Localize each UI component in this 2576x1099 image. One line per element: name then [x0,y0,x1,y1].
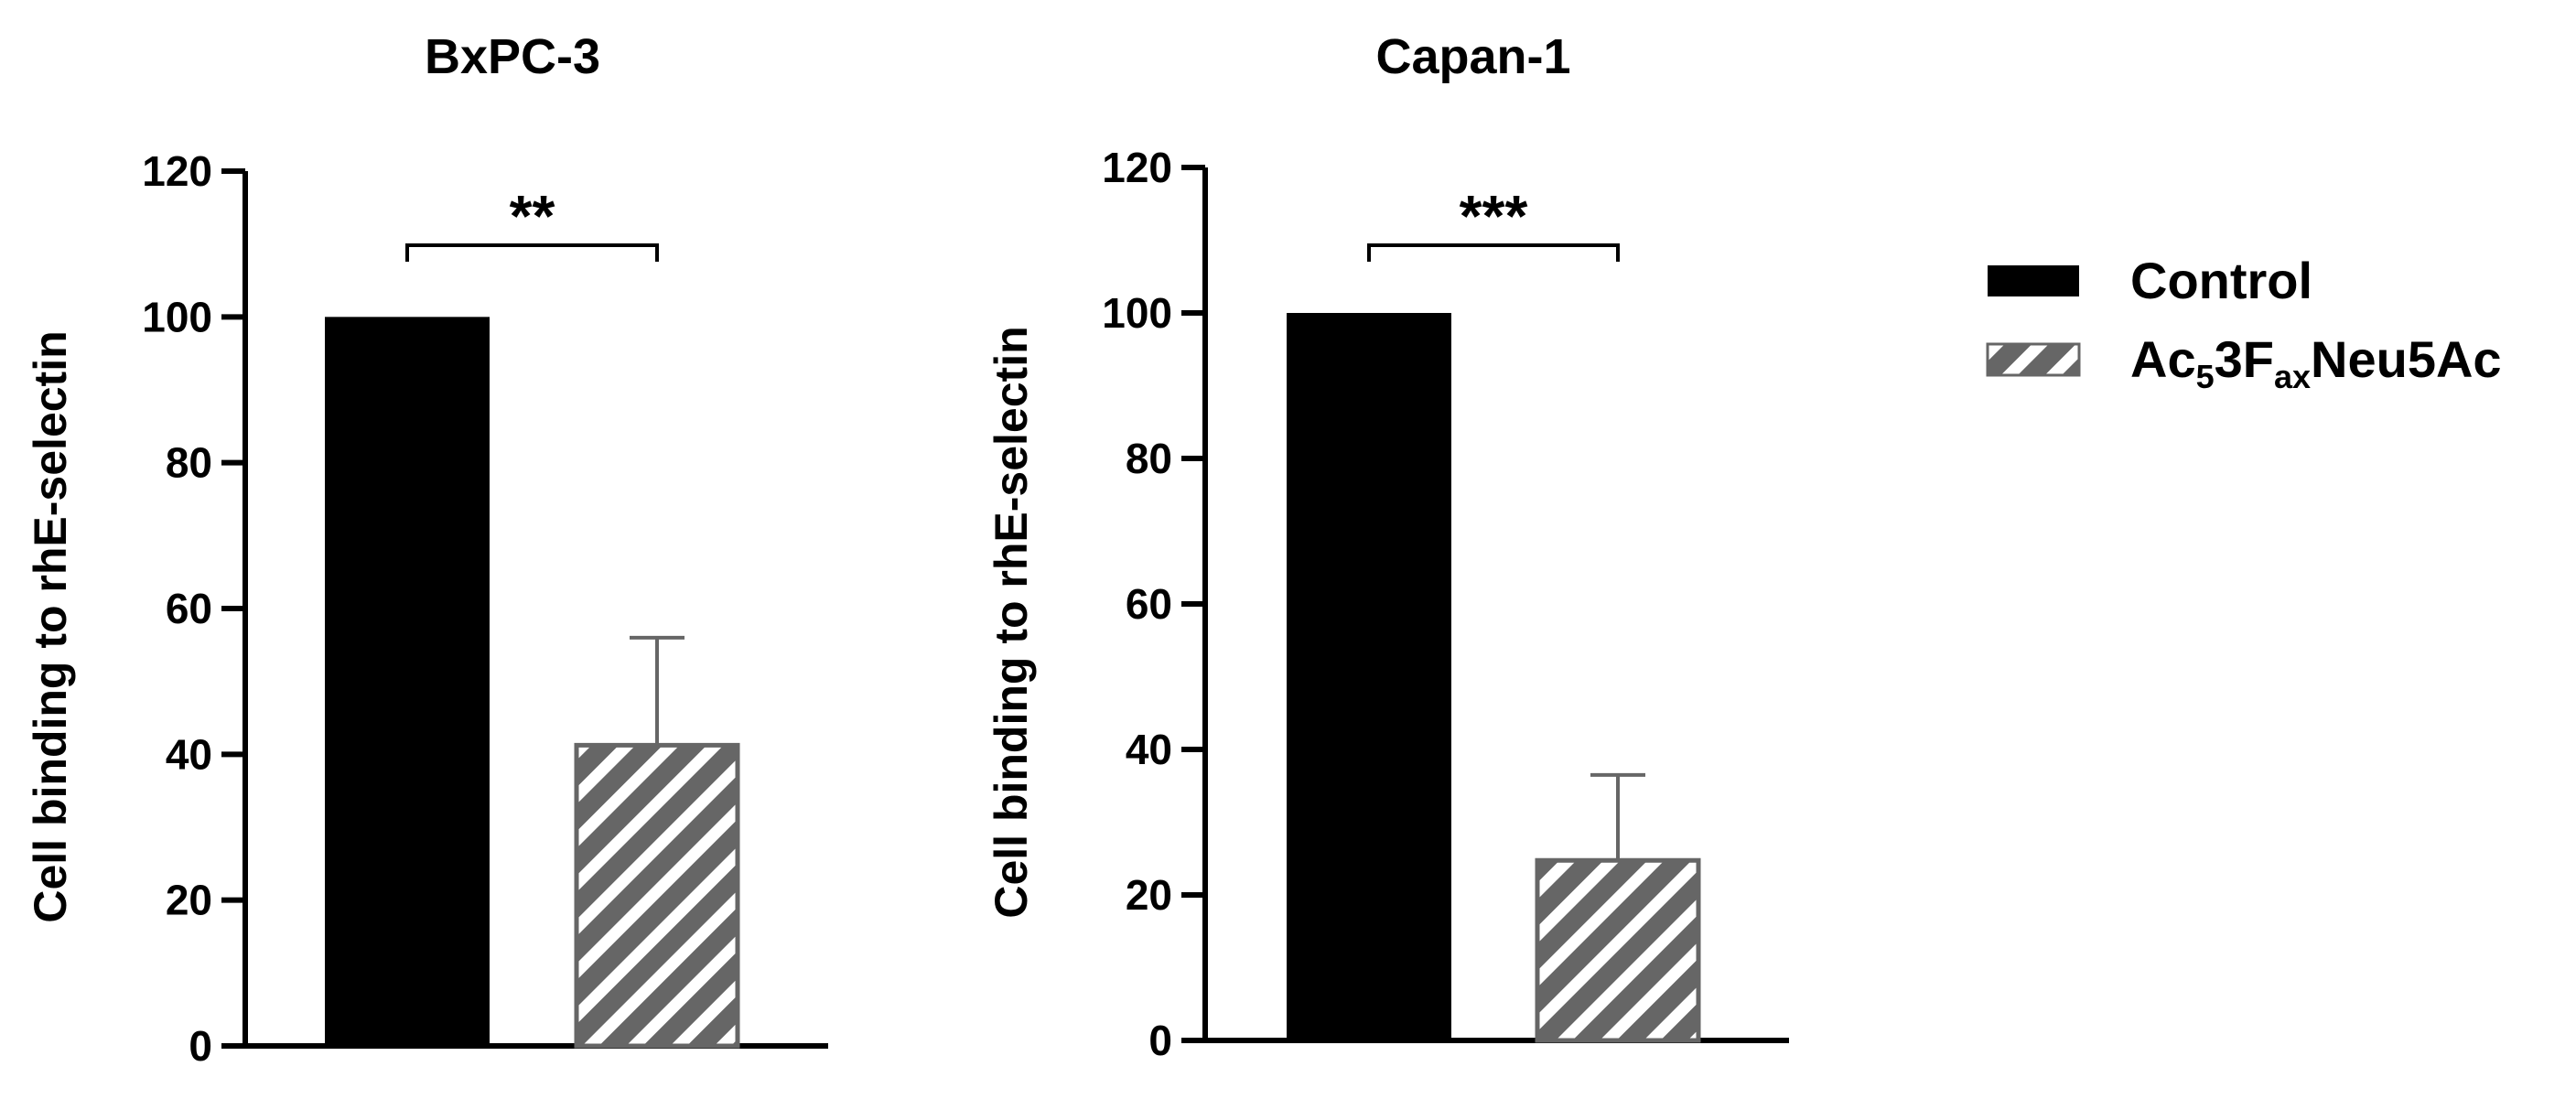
chart-title: Capan-1 [1375,29,1570,84]
y-axis-label: Cell binding to rhE-selectin [25,330,76,922]
legend-label-treated-part-1: Ac [2130,330,2196,388]
legend-label-treated-sub-1: 5 [2196,358,2215,395]
significance-label: ** [510,183,555,249]
y-tick-label: 40 [166,730,212,778]
legend-label-treated-part-3: Neu5Ac [2311,330,2502,388]
legend-swatch-control [1988,265,2079,296]
y-tick-label: 60 [1126,580,1172,628]
y-tick-label: 100 [1102,289,1172,337]
y-tick-label: 60 [166,585,212,632]
y-tick-label: 100 [142,293,212,340]
chart-panel-bxpc3: BxPC-3 Cell binding to rhE-selectin 0 20 40 6… [25,29,828,1070]
y-tick-label: 0 [189,1022,212,1070]
bar-treated [1535,857,1701,1043]
legend-label-control: Control [2130,252,2312,309]
y-tick-label: 0 [1148,1017,1172,1064]
y-tick-label: 20 [1126,871,1172,919]
legend-swatch-treated [1986,342,2081,377]
y-tick-label: 120 [1102,144,1172,191]
significance-bracket [1367,243,1620,262]
significance-label: *** [1460,183,1528,249]
y-tick-label: 120 [142,147,212,195]
y-tick-label: 20 [166,877,212,924]
legend-label-treated: Ac53FaxNeu5Ac [2130,330,2502,395]
legend-label-treated-part-2: 3F [2215,330,2274,388]
y-tick-label: 40 [1126,726,1172,773]
y-axis-label: Cell binding to rhE-selectin [986,326,1037,918]
legend: Control Ac53FaxNeu5Ac [1986,252,2502,395]
chart-title: BxPC-3 [425,29,600,84]
bar-treated [574,742,740,1049]
significance-bracket [405,243,659,262]
chart-panel-capan1: Capan-1 Cell binding to rhE-selectin 0 20 40… [986,29,1789,1064]
legend-label-treated-sub-2: ax [2274,358,2311,395]
y-tick-label: 80 [166,439,212,487]
bar-control [1287,313,1451,1040]
y-tick-label: 80 [1126,435,1172,482]
bar-control [325,317,490,1046]
